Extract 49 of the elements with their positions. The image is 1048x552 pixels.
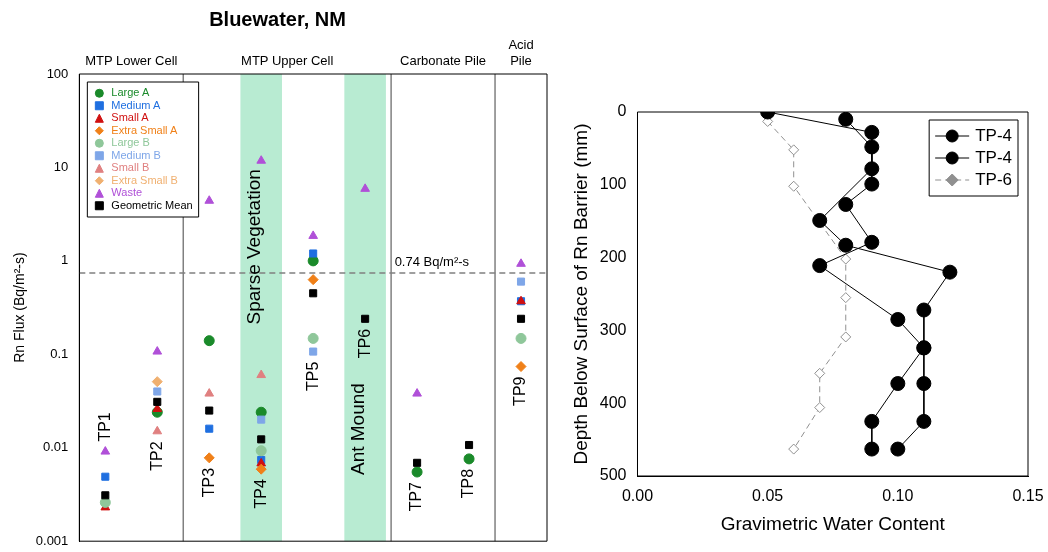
x-tick-label: 0.00 bbox=[621, 487, 654, 505]
band-label: Ant Mound bbox=[347, 383, 369, 476]
legend-label: Small B bbox=[111, 161, 150, 174]
ref-line-label: 0.74 Bq/m²-s bbox=[394, 254, 470, 270]
y-tick-label: 0 bbox=[617, 102, 627, 120]
x-axis-title: Gravimetric Water Content bbox=[720, 512, 946, 534]
legend-label: Extra Small B bbox=[111, 173, 178, 186]
legend-label: Large A bbox=[111, 86, 150, 99]
legend-label: Geometric Mean bbox=[111, 198, 193, 211]
x-tick-label: TP3 bbox=[199, 467, 217, 498]
x-tick-label: TP5 bbox=[303, 361, 321, 391]
y-tick-label: 0.1 bbox=[50, 345, 69, 361]
chart-title: Bluewater, NM bbox=[209, 7, 346, 30]
y-tick-label: 10 bbox=[53, 159, 69, 175]
x-tick-label: 0.05 bbox=[752, 487, 784, 505]
y-tick-label: 0.001 bbox=[35, 532, 69, 548]
y-tick-label: 300 bbox=[599, 320, 627, 338]
x-tick-label: TP4 bbox=[251, 479, 269, 509]
legend-label: Waste bbox=[111, 186, 143, 199]
y-tick-label: 1 bbox=[61, 252, 69, 268]
x-tick-label: TP8 bbox=[459, 468, 477, 499]
legend-label: TP-4 bbox=[975, 147, 1012, 167]
legend-label: Large B bbox=[111, 136, 150, 149]
x-tick-label: 0.10 bbox=[882, 487, 914, 505]
legend-label: TP-6 bbox=[975, 169, 1012, 189]
x-tick-label: 0.15 bbox=[1012, 487, 1044, 505]
x-tick-label: TP6 bbox=[355, 328, 373, 359]
y-tick-label: 100 bbox=[599, 175, 627, 193]
legend-label: Medium B bbox=[111, 148, 161, 161]
legend-label: Small A bbox=[111, 111, 150, 124]
x-tick-label: TP1 bbox=[95, 412, 113, 442]
y-axis-title: Depth Below Surface of Rn Barrier (mm) bbox=[569, 123, 591, 465]
text: MTP Upper Cell bbox=[241, 53, 334, 69]
y-tick-label: 200 bbox=[599, 248, 627, 266]
legend-label: Medium A bbox=[111, 98, 161, 111]
x-tick-label: TP2 bbox=[147, 441, 165, 471]
band-label: Sparse Vegetation bbox=[243, 169, 265, 325]
y-tick-label: 400 bbox=[599, 393, 627, 411]
legend-label: Extra Small A bbox=[111, 123, 179, 136]
y-tick-label: 500 bbox=[599, 466, 627, 484]
legend-label: TP-4 bbox=[975, 125, 1012, 145]
y-tick-label: 0.01 bbox=[43, 439, 69, 455]
y-tick-label: 100 bbox=[46, 65, 69, 81]
text: Acid Pile bbox=[508, 37, 534, 69]
x-tick-label: TP9 bbox=[511, 376, 529, 406]
y-axis-title: Rn Flux (Bq/m²-s) bbox=[11, 252, 28, 363]
x-tick-label: TP7 bbox=[407, 481, 425, 512]
text: Carbonate Pile bbox=[400, 53, 487, 69]
text: MTP Lower Cell bbox=[85, 53, 178, 69]
